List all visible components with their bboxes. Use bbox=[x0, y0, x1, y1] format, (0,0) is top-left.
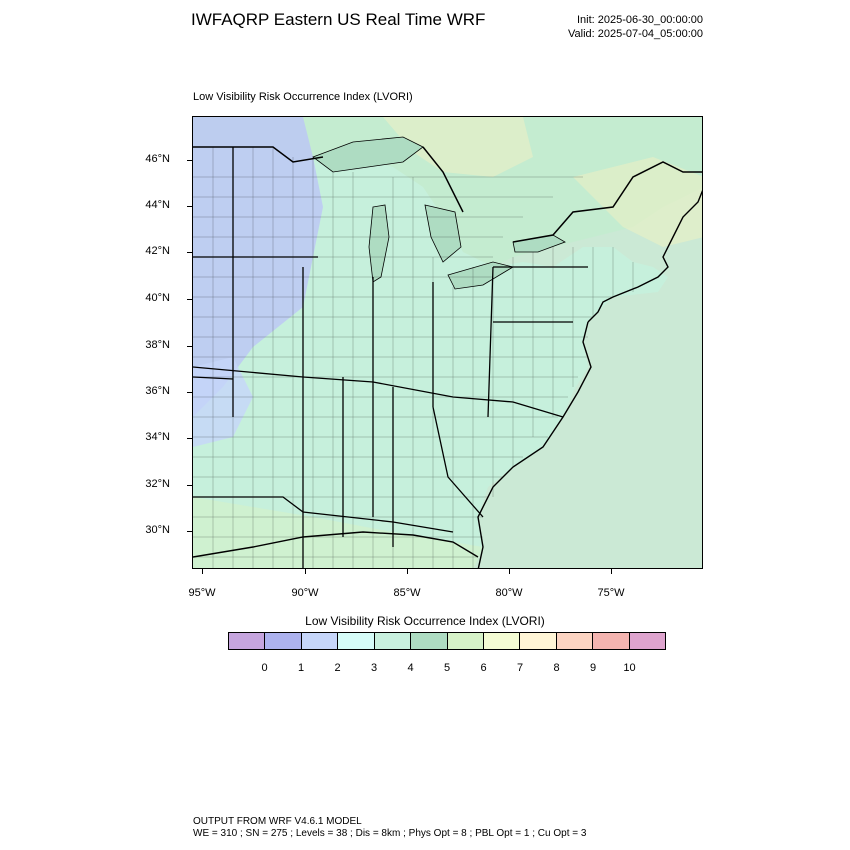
colorbar-label: 0 bbox=[261, 662, 268, 674]
colorbar-label: 8 bbox=[553, 662, 560, 674]
gulf-coast-shading bbox=[193, 497, 483, 568]
lake-huron bbox=[424, 204, 462, 263]
colorbar-label: 3 bbox=[370, 662, 378, 674]
lat-label-32: 32°N bbox=[145, 478, 170, 490]
colorbar-title: Low Visibility Risk Occurrence Index (LV… bbox=[305, 614, 545, 628]
canada-shading bbox=[383, 117, 533, 177]
colorbar-swatch bbox=[629, 633, 666, 649]
plot-title: Low Visibility Risk Occurrence Index (LV… bbox=[193, 91, 413, 103]
lat-label-36: 36°N bbox=[145, 385, 170, 397]
lat-tick bbox=[187, 299, 192, 300]
lon-label-80: 80°W bbox=[495, 587, 523, 599]
low-index-region-south bbox=[193, 357, 253, 447]
colorbar-swatch bbox=[520, 633, 557, 649]
lat-tick bbox=[187, 346, 192, 347]
colorbar-label: 5 bbox=[443, 662, 451, 674]
lat-tick bbox=[187, 206, 192, 207]
lon-tick bbox=[509, 569, 510, 574]
canada-shading-east bbox=[573, 157, 702, 247]
lat-tick bbox=[187, 438, 192, 439]
lon-tick bbox=[202, 569, 203, 574]
lat-label-42: 42°N bbox=[145, 245, 170, 257]
coastline bbox=[193, 190, 702, 568]
international-border bbox=[193, 146, 702, 243]
colorbar-swatch bbox=[229, 633, 266, 649]
lat-label-46: 46°N bbox=[145, 153, 170, 165]
lat-label-44: 44°N bbox=[145, 199, 170, 211]
lat-tick bbox=[187, 531, 192, 532]
colorbar-label: 9 bbox=[589, 662, 597, 674]
lat-tick bbox=[187, 392, 192, 393]
model-info-line2: WE = 310 ; SN = 275 ; Levels = 38 ; Dis … bbox=[193, 828, 587, 839]
map-svg bbox=[193, 117, 702, 568]
colorbar-swatch bbox=[556, 633, 594, 649]
lat-label-30: 30°N bbox=[145, 524, 170, 536]
colorbar-label: 4 bbox=[407, 662, 414, 674]
colorbar-swatch bbox=[593, 633, 630, 649]
colorbar-label: 7 bbox=[516, 662, 524, 674]
colorbar-swatch bbox=[411, 633, 448, 649]
lat-tick bbox=[187, 252, 192, 253]
lon-label-95: 95°W bbox=[188, 587, 216, 599]
state-lines bbox=[193, 147, 588, 568]
lat-tick bbox=[187, 485, 192, 486]
colorbar-label: 6 bbox=[480, 662, 487, 674]
lat-label-34: 34°N bbox=[145, 431, 170, 443]
lon-label-75: 75°W bbox=[597, 587, 625, 599]
colorbar-swatch bbox=[447, 633, 484, 649]
lon-tick bbox=[407, 569, 408, 574]
lon-tick bbox=[611, 569, 612, 574]
colorbar-swatch bbox=[483, 633, 521, 649]
colorbar-swatch bbox=[301, 633, 339, 649]
lat-label-40: 40°N bbox=[145, 292, 170, 304]
lat-label-38: 38°N bbox=[145, 339, 170, 351]
lat-tick bbox=[187, 160, 192, 161]
lon-tick bbox=[305, 569, 306, 574]
colorbar-label: 10 bbox=[623, 662, 636, 674]
lake-superior bbox=[312, 136, 424, 173]
lon-label-85: 85°W bbox=[393, 587, 421, 599]
colorbar-label: 2 bbox=[334, 662, 341, 674]
map-panel bbox=[192, 116, 703, 569]
colorbar-swatch bbox=[374, 633, 412, 649]
model-info-line1: OUTPUT FROM WRF V4.6.1 MODEL bbox=[193, 816, 362, 827]
valid-time-label: Valid: 2025-07-04_05:00:00 bbox=[568, 28, 703, 40]
main-title: IWFAQRP Eastern US Real Time WRF bbox=[191, 10, 486, 29]
colorbar-label: 1 bbox=[297, 662, 305, 674]
colorbar bbox=[228, 632, 666, 650]
init-time-label: Init: 2025-06-30_00:00:00 bbox=[577, 14, 703, 26]
lon-label-90: 90°W bbox=[291, 587, 319, 599]
county-lines bbox=[193, 147, 634, 568]
colorbar-swatch bbox=[338, 633, 375, 649]
low-index-region bbox=[193, 117, 323, 417]
lake-erie bbox=[447, 261, 515, 290]
colorbar-swatch bbox=[265, 633, 302, 649]
